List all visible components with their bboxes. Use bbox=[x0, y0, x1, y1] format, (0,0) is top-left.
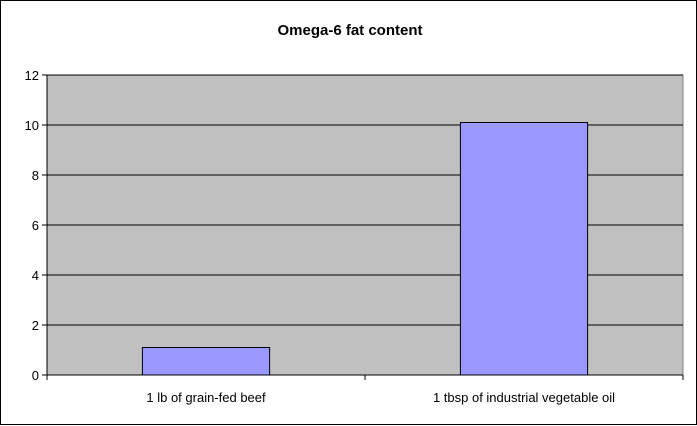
x-axis-labels: 1 lb of grain-fed beef 1 tbsp of industri… bbox=[146, 390, 615, 405]
y-tick-label: 2 bbox=[32, 318, 39, 333]
y-tick-label: 0 bbox=[32, 368, 39, 383]
bar-1 bbox=[141, 347, 271, 376]
chart-title: Omega-6 fat content bbox=[277, 22, 422, 39]
y-tick-label: 8 bbox=[32, 168, 39, 183]
y-tick-label: 12 bbox=[25, 68, 39, 83]
bar-2 bbox=[459, 122, 589, 376]
y-tick-label: 10 bbox=[25, 118, 39, 133]
x-category-label: 1 tbsp of industrial vegetable oil bbox=[433, 390, 615, 405]
bars bbox=[141, 122, 589, 376]
y-axis-ticks: 0 2 4 6 8 10 12 bbox=[25, 68, 39, 383]
axes bbox=[42, 74, 684, 380]
x-category-label: 1 lb of grain-fed beef bbox=[146, 390, 266, 405]
y-tick-label: 6 bbox=[32, 218, 39, 233]
y-tick-label: 4 bbox=[32, 268, 39, 283]
